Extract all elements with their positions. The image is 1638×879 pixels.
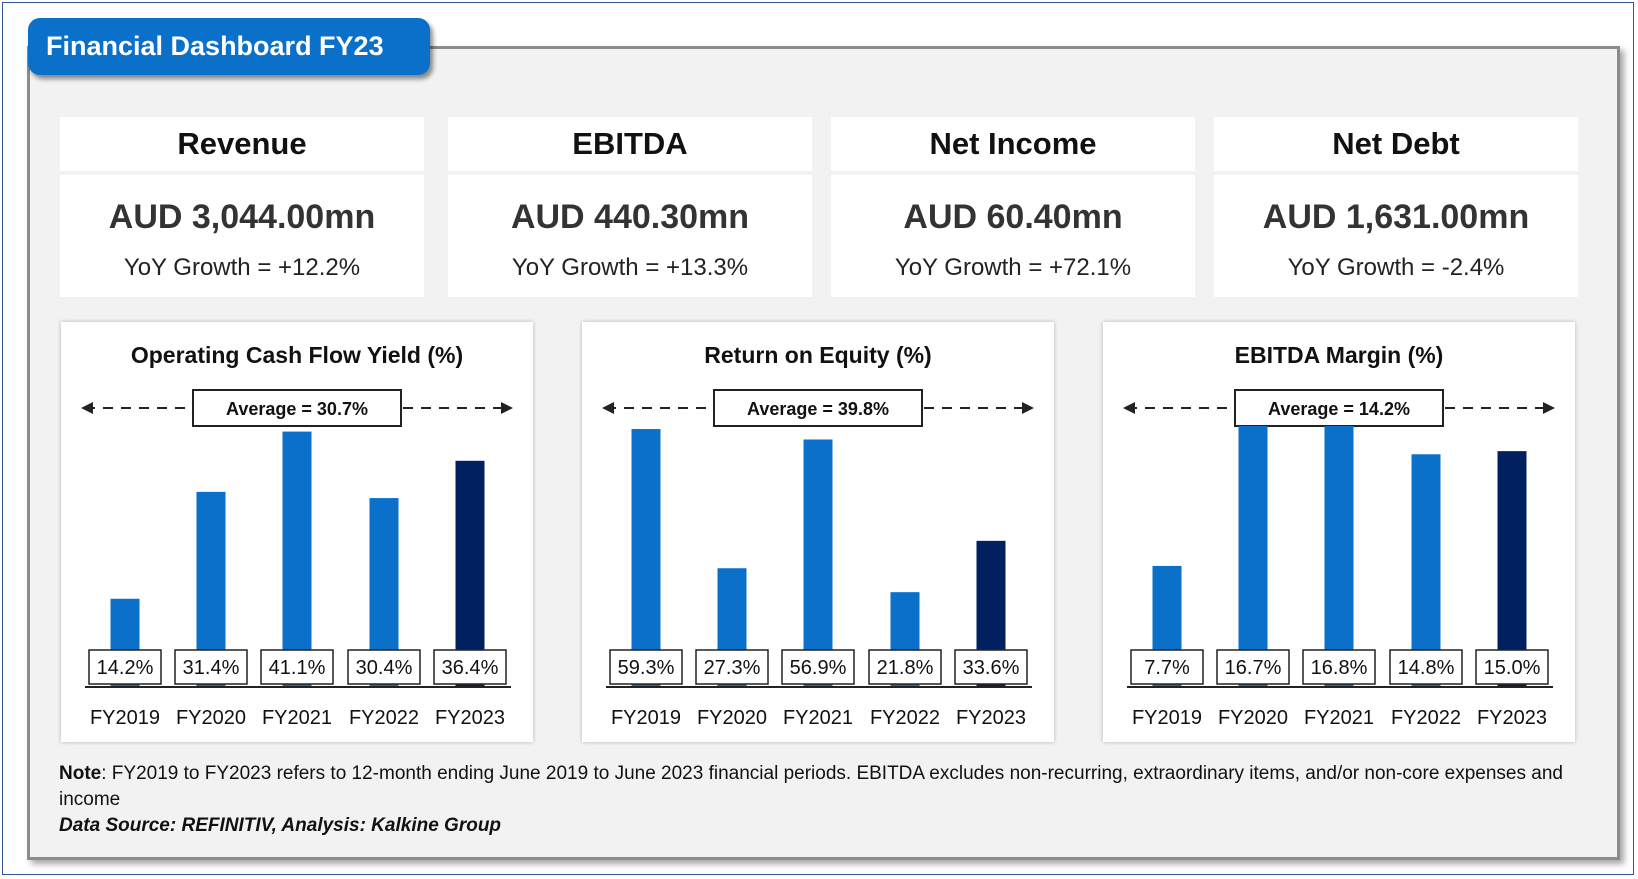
note-label: Note bbox=[59, 763, 102, 784]
x-tick-label: FY2023 bbox=[956, 707, 1026, 729]
kpi-net-income-card: AUD 60.40mn YoY Growth = +72.1% bbox=[831, 175, 1195, 297]
data-label-box bbox=[174, 649, 248, 685]
data-label: 30.4% bbox=[356, 657, 413, 679]
chart-title: Operating Cash Flow Yield (%) bbox=[131, 342, 463, 368]
chart-ebitda-margin: EBITDA Margin (%) Average = 14.2% 7.7% 16.7… bbox=[1103, 322, 1575, 742]
average-label: Average = 14.2% bbox=[1268, 399, 1410, 419]
data-label: 31.4% bbox=[183, 657, 240, 679]
average-box bbox=[1234, 389, 1444, 427]
x-tick-label: FY2019 bbox=[611, 707, 681, 729]
arrow-left-icon bbox=[81, 402, 93, 414]
data-label: 14.8% bbox=[1398, 657, 1455, 679]
data-label: 27.3% bbox=[704, 657, 761, 679]
bar-fy2021 bbox=[803, 439, 833, 687]
data-label: 7.7% bbox=[1144, 657, 1190, 679]
data-label: 33.6% bbox=[963, 657, 1020, 679]
data-label: 21.8% bbox=[877, 657, 934, 679]
x-tick-label: FY2021 bbox=[1304, 707, 1374, 729]
kpi-revenue-value: AUD 3,044.00mn bbox=[108, 198, 376, 236]
data-label-box bbox=[1216, 649, 1290, 685]
dashboard-title: Financial Dashboard FY23 bbox=[28, 18, 430, 75]
arrow-left-icon bbox=[602, 402, 614, 414]
data-label-box bbox=[1130, 649, 1204, 685]
x-tick-label: FY2020 bbox=[1218, 707, 1288, 729]
kpi-net-income-label: Net Income bbox=[831, 117, 1195, 171]
data-label-box bbox=[260, 649, 334, 685]
kpi-net-debt-label: Net Debt bbox=[1214, 117, 1578, 171]
x-tick-label: FY2022 bbox=[1391, 707, 1461, 729]
x-tick-label: FY2020 bbox=[697, 707, 767, 729]
bar-fy2021 bbox=[1324, 426, 1354, 687]
data-label-box bbox=[1475, 649, 1549, 685]
chart-ocf-yield: Operating Cash Flow Yield (%) Average = 3… bbox=[61, 322, 533, 742]
x-tick-label: FY2022 bbox=[870, 707, 940, 729]
average-label: Average = 39.8% bbox=[747, 399, 889, 419]
kpi-net-debt-card: AUD 1,631.00mn YoY Growth = -2.4% bbox=[1214, 175, 1578, 297]
data-label: 16.7% bbox=[1225, 657, 1282, 679]
x-tick-label: FY2021 bbox=[783, 707, 853, 729]
data-source: Data Source: REFINITIV, Analysis: Kalkin… bbox=[59, 815, 502, 836]
bar-fy2019 bbox=[631, 429, 661, 687]
chart-roe-svg: Return on Equity (%) Average = 39.8% 59.3%… bbox=[602, 342, 1034, 729]
chart-title: EBITDA Margin (%) bbox=[1235, 342, 1444, 368]
kpi-net-debt-growth: YoY Growth = -2.4% bbox=[1287, 254, 1505, 281]
data-label-box bbox=[868, 649, 942, 685]
kpi-revenue-growth: YoY Growth = +12.2% bbox=[123, 254, 361, 281]
arrow-right-icon bbox=[1543, 402, 1555, 414]
kpi-ebitda-value: AUD 440.30mn bbox=[510, 198, 750, 236]
data-label-box bbox=[609, 649, 683, 685]
kpi-ebitda-growth: YoY Growth = +13.3% bbox=[511, 254, 749, 281]
kpi-revenue-label: Revenue bbox=[60, 117, 424, 171]
data-label-box bbox=[781, 649, 855, 685]
bar-fy2021 bbox=[282, 431, 312, 687]
kpi-ebitda-card: AUD 440.30mn YoY Growth = +13.3% bbox=[448, 175, 812, 297]
chart-title: Return on Equity (%) bbox=[704, 342, 931, 368]
data-label: 15.0% bbox=[1484, 657, 1541, 679]
data-label-box bbox=[433, 649, 507, 685]
data-label-box bbox=[1389, 649, 1463, 685]
kpi-ebitda-label: EBITDA bbox=[448, 117, 812, 171]
x-tick-label: FY2023 bbox=[1477, 707, 1547, 729]
data-label-box bbox=[1302, 649, 1376, 685]
data-label-box bbox=[954, 649, 1028, 685]
arrow-right-icon bbox=[1022, 402, 1034, 414]
kpi-revenue-card: AUD 3,044.00mn YoY Growth = +12.2% bbox=[60, 175, 424, 297]
data-label-box bbox=[347, 649, 421, 685]
kpi-net-debt-value: AUD 1,631.00mn bbox=[1262, 198, 1530, 236]
note-text: : FY2019 to FY2023 refers to 12-month en… bbox=[59, 763, 1563, 810]
chart-roe: Return on Equity (%) Average = 39.8% 59.3%… bbox=[582, 322, 1054, 742]
data-label: 41.1% bbox=[269, 657, 326, 679]
data-label: 59.3% bbox=[618, 657, 675, 679]
bar-fy2020 bbox=[1238, 426, 1268, 687]
data-label-box bbox=[695, 649, 769, 685]
average-box bbox=[713, 389, 923, 427]
data-label: 16.8% bbox=[1311, 657, 1368, 679]
average-box bbox=[192, 389, 402, 427]
chart-ebitda-margin-svg: EBITDA Margin (%) Average = 14.2% 7.7% 16.7… bbox=[1123, 342, 1555, 729]
average-label: Average = 30.7% bbox=[226, 399, 368, 419]
x-tick-label: FY2019 bbox=[1132, 707, 1202, 729]
x-tick-label: FY2021 bbox=[262, 707, 332, 729]
arrow-right-icon bbox=[501, 402, 513, 414]
bar-fy2022 bbox=[1411, 454, 1441, 687]
bar-fy2023 bbox=[1497, 451, 1527, 687]
x-tick-label: FY2022 bbox=[349, 707, 419, 729]
kpi-net-income-value: AUD 60.40mn bbox=[903, 198, 1123, 236]
data-label: 56.9% bbox=[790, 657, 847, 679]
data-label: 36.4% bbox=[442, 657, 499, 679]
kpi-net-income-growth: YoY Growth = +72.1% bbox=[894, 254, 1132, 281]
arrow-left-icon bbox=[1123, 402, 1135, 414]
data-label: 14.2% bbox=[97, 657, 154, 679]
chart-ocf-yield-svg: Operating Cash Flow Yield (%) Average = 3… bbox=[81, 342, 513, 729]
x-tick-label: FY2019 bbox=[90, 707, 160, 729]
data-label-box bbox=[88, 649, 162, 685]
footer-note: Note: FY2019 to FY2023 refers to 12-mont… bbox=[59, 761, 1619, 813]
x-tick-label: FY2020 bbox=[176, 707, 246, 729]
x-tick-label: FY2023 bbox=[435, 707, 505, 729]
